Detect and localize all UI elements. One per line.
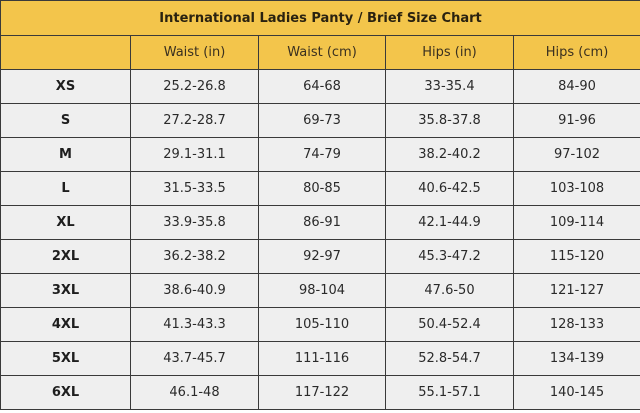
size-label: S (0, 103, 131, 138)
table-row: 3XL 38.6-40.9 98-104 47.6-50 121-127 (0, 273, 640, 308)
size-label: 5XL (0, 341, 131, 376)
measurement-cell: 40.6-42.5 (385, 171, 514, 206)
table-row: XS 25.2-26.8 64-68 33-35.4 84-90 (0, 69, 640, 104)
size-label: 4XL (0, 307, 131, 342)
measurement-cell: 121-127 (512, 273, 640, 308)
column-header-size (0, 35, 131, 70)
size-label: XL (0, 205, 131, 240)
size-label: M (0, 137, 131, 172)
table-row: M 29.1-31.1 74-79 38.2-40.2 97-102 (0, 137, 640, 172)
column-header: Waist (cm) (258, 35, 386, 70)
measurement-cell: 109-114 (512, 205, 640, 240)
measurement-cell: 97-102 (512, 137, 640, 172)
measurement-cell: 50.4-52.4 (385, 307, 514, 342)
measurement-cell: 86-91 (258, 205, 386, 240)
measurement-cell: 92-97 (258, 239, 386, 274)
measurement-cell: 27.2-28.7 (130, 103, 259, 138)
column-header-row: Waist (in) Waist (cm) Hips (in) Hips (cm) (0, 35, 640, 70)
measurement-cell: 33-35.4 (385, 69, 514, 104)
table-row: 4XL 41.3-43.3 105-110 50.4-52.4 128-133 (0, 307, 640, 342)
column-header: Waist (in) (130, 35, 259, 70)
table-row: 2XL 36.2-38.2 92-97 45.3-47.2 115-120 (0, 239, 640, 274)
table-row: XL 33.9-35.8 86-91 42.1-44.9 109-114 (0, 205, 640, 240)
measurement-cell: 98-104 (258, 273, 386, 308)
measurement-cell: 25.2-26.8 (130, 69, 259, 104)
measurement-cell: 117-122 (258, 375, 386, 410)
measurement-cell: 41.3-43.3 (130, 307, 259, 342)
measurement-cell: 115-120 (512, 239, 640, 274)
measurement-cell: 33.9-35.8 (130, 205, 259, 240)
size-label: L (0, 171, 131, 206)
measurement-cell: 91-96 (512, 103, 640, 138)
measurement-cell: 35.8-37.8 (385, 103, 514, 138)
measurement-cell: 84-90 (512, 69, 640, 104)
size-label: 3XL (0, 273, 131, 308)
measurement-cell: 38.6-40.9 (130, 273, 259, 308)
measurement-cell: 64-68 (258, 69, 386, 104)
table-row: 5XL 43.7-45.7 111-116 52.8-54.7 134-139 (0, 341, 640, 376)
measurement-cell: 31.5-33.5 (130, 171, 259, 206)
measurement-cell: 111-116 (258, 341, 386, 376)
size-label: XS (0, 69, 131, 104)
measurement-cell: 29.1-31.1 (130, 137, 259, 172)
measurement-cell: 46.1-48 (130, 375, 259, 410)
measurement-cell: 80-85 (258, 171, 386, 206)
table-row: 6XL 46.1-48 117-122 55.1-57.1 140-145 (0, 375, 640, 410)
measurement-cell: 105-110 (258, 307, 386, 342)
measurement-cell: 36.2-38.2 (130, 239, 259, 274)
measurement-cell: 74-79 (258, 137, 386, 172)
table-body: XS 25.2-26.8 64-68 33-35.4 84-90 S 27.2-28.7 69… (0, 69, 640, 410)
measurement-cell: 134-139 (512, 341, 640, 376)
measurement-cell: 42.1-44.9 (385, 205, 514, 240)
table-row: S 27.2-28.7 69-73 35.8-37.8 91-96 (0, 103, 640, 138)
measurement-cell: 103-108 (512, 171, 640, 206)
size-label: 2XL (0, 239, 131, 274)
measurement-cell: 140-145 (512, 375, 640, 410)
measurement-cell: 52.8-54.7 (385, 341, 514, 376)
measurement-cell: 45.3-47.2 (385, 239, 514, 274)
chart-title: International Ladies Panty / Brief Size … (0, 0, 640, 36)
measurement-cell: 55.1-57.1 (385, 375, 514, 410)
measurement-cell: 43.7-45.7 (130, 341, 259, 376)
column-header: Hips (in) (385, 35, 514, 70)
size-label: 6XL (0, 375, 131, 410)
column-header: Hips (cm) (512, 35, 640, 70)
measurement-cell: 47.6-50 (385, 273, 514, 308)
measurement-cell: 128-133 (512, 307, 640, 342)
measurement-cell: 69-73 (258, 103, 386, 138)
measurement-cell: 38.2-40.2 (385, 137, 514, 172)
table-row: L 31.5-33.5 80-85 40.6-42.5 103-108 (0, 171, 640, 206)
